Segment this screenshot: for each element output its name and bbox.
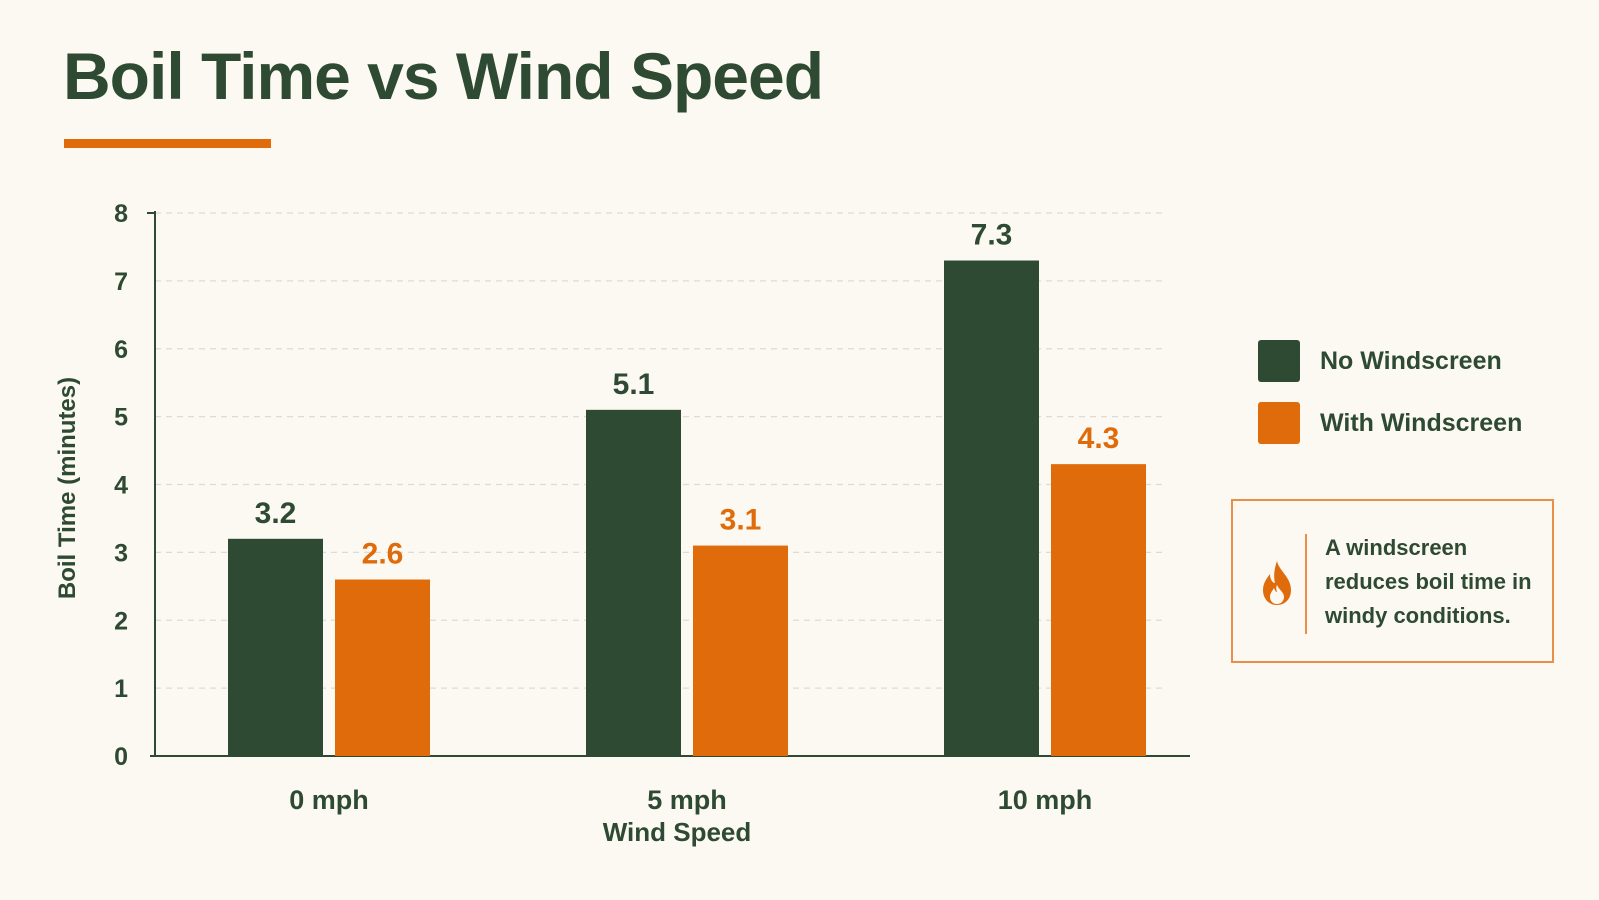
y-tick-labels: 0 1 2 3 4 5 6 7 8 [114,200,128,771]
x-tick-labels: 0 mph 5 mph 10 mph [289,785,1092,815]
y-tick-label: 3 [114,539,128,567]
bar-chart: 0 1 2 3 4 5 6 7 8 3.2 2.6 5.1 3.1 7.3 4.3 0 mph 5 mph 1… [54,200,1190,847]
bar-no-windscreen [586,409,681,756]
annotation-text: A windscreen reduces boil time in windy … [1325,535,1532,628]
y-tick-label: 4 [114,472,128,500]
legend-swatch-no-windscreen [1258,340,1300,382]
legend-label-no-windscreen: No Windscreen [1320,346,1502,375]
title-underline [64,139,271,148]
legend-item-with-windscreen: With Windscreen [1258,402,1522,444]
y-tick-label: 0 [114,743,128,771]
flame-icon [1263,561,1291,605]
bar-no-windscreen [944,260,1039,756]
x-tick-label: 5 mph [647,785,727,815]
y-axis-label: Boil Time (minutes) [54,377,81,599]
data-label: 3.2 [255,497,297,530]
legend-item-no-windscreen: No Windscreen [1258,340,1522,382]
y-tick-label: 7 [114,268,128,296]
bar-with-windscreen [335,579,430,756]
y-tick-label: 5 [114,404,128,432]
chart-title: Boil Time vs Wind Speed [63,39,824,113]
legend-swatch-with-windscreen [1258,402,1300,444]
legend: No Windscreen With Windscreen [1258,340,1522,464]
data-label: 5.1 [613,368,655,401]
annotation-box: A windscreen reduces boil time in windy … [1231,499,1554,663]
y-tick-label: 1 [114,675,128,703]
x-tick-label: 10 mph [998,785,1093,815]
annotation-divider [1305,534,1307,634]
bar-with-windscreen [1051,464,1146,756]
y-tick-label: 8 [114,200,128,228]
data-label: 4.3 [1078,422,1120,455]
y-tick-label: 2 [114,607,128,635]
x-tick-label: 0 mph [289,785,369,815]
data-labels: 3.2 2.6 5.1 3.1 7.3 4.3 [255,219,1120,571]
x-axis-label: Wind Speed [603,817,752,847]
bar-with-windscreen [693,545,788,756]
bar-no-windscreen [228,538,323,756]
data-label: 2.6 [362,538,404,571]
legend-label-with-windscreen: With Windscreen [1320,408,1523,437]
y-tick-label: 6 [114,336,128,364]
data-label: 3.1 [720,504,762,537]
bars [228,260,1146,756]
data-label: 7.3 [971,219,1013,252]
